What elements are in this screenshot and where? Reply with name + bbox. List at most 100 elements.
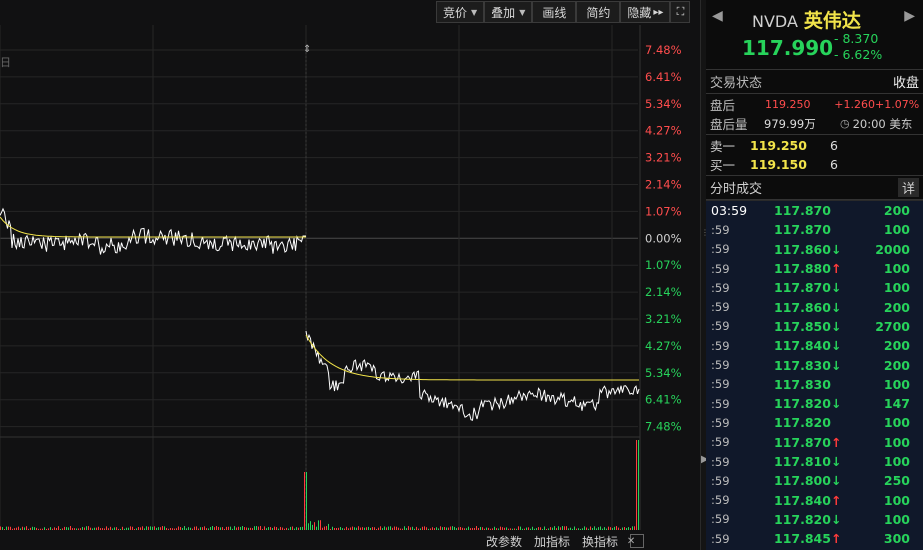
tick-volume: 100 bbox=[883, 280, 910, 296]
tick-volume: 200 bbox=[883, 338, 910, 354]
volume-bar bbox=[430, 528, 431, 530]
tick-volume: 100 bbox=[883, 376, 910, 392]
volume-bar bbox=[548, 528, 549, 530]
volume-bar bbox=[292, 526, 293, 530]
tick-price: 117.830 bbox=[774, 377, 854, 392]
volume-bar bbox=[274, 526, 275, 530]
simple-mode-button[interactable]: 简约 bbox=[576, 1, 621, 23]
bid-row[interactable]: 买一 119.150 6 bbox=[706, 155, 923, 174]
volume-bar bbox=[148, 526, 149, 530]
volume-bar bbox=[264, 526, 265, 530]
volume-bar bbox=[216, 526, 217, 530]
volume-bar bbox=[478, 528, 479, 530]
volume-bar bbox=[512, 528, 513, 530]
tick-price-value: 117.850 bbox=[774, 318, 831, 334]
switch-indicator-button[interactable]: 换指标 bbox=[582, 534, 619, 549]
volume-bar bbox=[246, 527, 247, 530]
intraday-chart[interactable]: ⇕ 日 7.48% 6.41% 5.34% 4.27% 3.21% 2.14% 1.07% 0.0… bbox=[0, 0, 700, 550]
volume-bar bbox=[230, 526, 231, 530]
change-params-button[interactable]: 改参数 bbox=[486, 534, 523, 549]
tick-row: :59 117.840↑ 100 bbox=[706, 490, 923, 509]
volume-bar bbox=[462, 527, 463, 530]
intraday-chart-area[interactable]: ⇕ 日 7.48% 6.41% 5.34% 4.27% 3.21% 2.14% 1.07% 0.0… bbox=[0, 0, 700, 550]
volume-bar bbox=[180, 527, 181, 530]
volume-bar bbox=[276, 527, 277, 530]
after-hours-label: 盘后 bbox=[710, 98, 736, 113]
volume-bar bbox=[196, 526, 197, 530]
volume-bar bbox=[584, 526, 585, 530]
volume-bar bbox=[376, 528, 377, 530]
volume-bar bbox=[532, 526, 533, 530]
volume-bar bbox=[198, 528, 199, 530]
after-hours-row: 盘后 119.250 +1.260 +1.07% bbox=[706, 95, 923, 114]
volume-bar bbox=[218, 526, 219, 530]
volume-bar bbox=[252, 528, 253, 530]
volume-bar bbox=[242, 526, 243, 530]
volume-bar bbox=[12, 528, 13, 530]
volume-bar bbox=[66, 527, 67, 530]
ticks-detail-button[interactable]: 详 bbox=[897, 178, 919, 197]
tick-price-value: 117.880 bbox=[774, 261, 831, 277]
volume-bar bbox=[304, 472, 305, 530]
tick-volume: 100 bbox=[883, 434, 910, 450]
volume-bar bbox=[472, 527, 473, 530]
auction-dropdown[interactable]: 竞价 ▼ bbox=[436, 1, 485, 23]
volume-bar bbox=[554, 526, 555, 530]
volume-bar bbox=[442, 527, 443, 530]
tick-price: 117.810↓ bbox=[774, 454, 854, 469]
tick-time: :59 bbox=[711, 473, 730, 488]
overlay-dropdown[interactable]: 叠加 ▼ bbox=[484, 1, 533, 23]
volume-bar bbox=[26, 526, 27, 530]
volume-bar bbox=[522, 528, 523, 530]
volume-bar bbox=[268, 527, 269, 530]
prev-stock-icon[interactable]: ◀ bbox=[712, 8, 723, 24]
tick-time: :59 bbox=[711, 512, 730, 527]
volume-bar bbox=[60, 528, 61, 530]
tick-time: :59 bbox=[711, 358, 730, 373]
fullscreen-button[interactable]: ⛶ bbox=[670, 1, 691, 23]
volume-bar bbox=[572, 528, 573, 530]
volume-bar bbox=[494, 526, 495, 530]
arrow-down-icon: ↓ bbox=[830, 338, 842, 354]
tick-price-value: 117.810 bbox=[774, 454, 831, 469]
percent-scale-label: 3.21% bbox=[645, 312, 682, 326]
ask-row[interactable]: 卖一 119.250 6 bbox=[706, 136, 923, 155]
tick-price-value: 117.870 bbox=[774, 434, 831, 450]
arrow-up-icon: ↑ bbox=[830, 261, 842, 277]
ticks-list[interactable]: 03:59 117.870 200:59 117.870 100:59 117.860↓ 2… bbox=[706, 200, 923, 550]
close-indicator-button[interactable]: ✕ bbox=[627, 534, 645, 548]
volume-bar bbox=[580, 528, 581, 530]
bid-size: 6 bbox=[830, 157, 838, 172]
volume-bar bbox=[6, 526, 7, 530]
tick-volume: 100 bbox=[883, 415, 910, 431]
volume-bar bbox=[558, 526, 559, 530]
volume-bar bbox=[62, 528, 63, 530]
hide-button[interactable]: 隐藏 ▸▸ bbox=[620, 1, 671, 23]
volume-bar bbox=[286, 527, 287, 530]
panel-splitter[interactable]: ⋮ ▶ bbox=[700, 0, 709, 550]
collapse-arrow-icon[interactable]: ▶ bbox=[701, 454, 709, 465]
tick-price-value: 117.820 bbox=[774, 511, 831, 527]
volume-bar bbox=[194, 526, 195, 530]
add-indicator-button[interactable]: 加指标 bbox=[534, 534, 571, 549]
volume-bar bbox=[496, 528, 497, 530]
volume-bar bbox=[602, 528, 603, 530]
volume-bar bbox=[492, 528, 493, 530]
volume-bar bbox=[146, 526, 147, 530]
volume-bar bbox=[134, 528, 135, 530]
volume-bar bbox=[328, 523, 329, 530]
tick-price-value: 117.870 bbox=[774, 222, 831, 238]
tick-time: :59 bbox=[711, 319, 730, 334]
percent-scale-label: 6.41% bbox=[645, 393, 682, 407]
volume-bar bbox=[262, 528, 263, 530]
volume-bar bbox=[100, 528, 101, 530]
draw-line-button[interactable]: 画线 bbox=[532, 1, 577, 23]
draw-line-label: 画线 bbox=[542, 5, 567, 20]
volume-bar bbox=[454, 526, 455, 530]
volume-bar bbox=[612, 528, 613, 530]
next-stock-icon[interactable]: ▶ bbox=[904, 8, 915, 24]
volume-bar bbox=[156, 527, 157, 530]
volume-bar bbox=[50, 527, 51, 530]
volume-bar bbox=[606, 528, 607, 530]
